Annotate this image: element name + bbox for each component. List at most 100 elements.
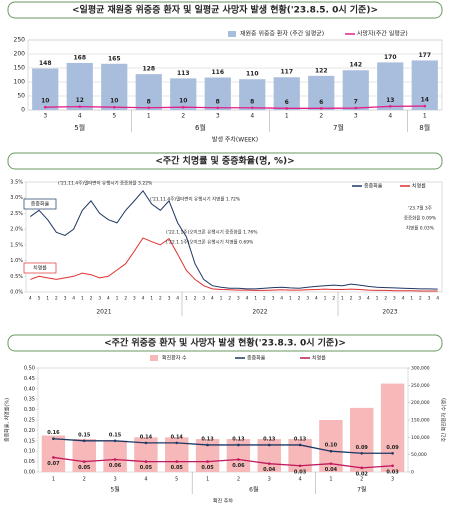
- x-tick-label: 2: [237, 477, 240, 483]
- bar: [134, 437, 158, 472]
- x-tick-label: 2: [83, 477, 86, 483]
- data-label: 170: [384, 54, 397, 61]
- data-label: 0.14: [171, 434, 184, 440]
- x-tick-label: 4: [436, 296, 439, 302]
- group-label: 7월: [357, 486, 366, 494]
- x-tick-label: 3: [43, 113, 47, 120]
- y-tick-label: 50: [17, 93, 25, 100]
- x-tick-label: 3: [216, 113, 220, 120]
- x-tick-label: 4: [211, 296, 214, 302]
- bar: [380, 383, 405, 472]
- x-tick-label: 1: [324, 296, 327, 302]
- bar: [319, 420, 343, 472]
- y-tick-label: 200: [14, 51, 26, 58]
- x-tick-label: 3: [202, 296, 205, 302]
- y-tick-label: 0.5%: [10, 274, 23, 280]
- x-tick-label: 3: [98, 296, 101, 302]
- x-tick-label: 3: [237, 296, 240, 302]
- x-tick-label: 1: [329, 477, 332, 483]
- x-tick-label: 4: [107, 296, 110, 302]
- x-tick-label: 5: [38, 296, 41, 302]
- data-label: 13: [386, 97, 394, 104]
- bar: [239, 79, 266, 110]
- bar: [165, 437, 189, 472]
- x-tick-label: 1: [220, 296, 223, 302]
- x-tick-label: 4: [250, 113, 254, 120]
- x-tick-label: 1: [116, 296, 119, 302]
- x-tick-label: 1: [289, 296, 292, 302]
- x-tick-label: 2: [360, 477, 363, 483]
- x-tick-label: 1: [46, 296, 49, 302]
- data-label: 0.03: [294, 469, 307, 475]
- annotation: 중증화율: [31, 202, 50, 208]
- bar: [226, 439, 251, 472]
- bar: [342, 70, 369, 110]
- y-tick-label: 0.00: [24, 470, 35, 476]
- y2-tick-label: 300,000: [411, 366, 430, 372]
- x-tick-label: 2: [350, 296, 353, 302]
- data-label: 0.09: [386, 445, 399, 451]
- data-label: 0.06: [109, 463, 122, 469]
- series-line: [53, 438, 393, 454]
- x-tick-label: 1: [376, 296, 379, 302]
- bar: [41, 435, 66, 472]
- data-label: 6: [285, 99, 289, 106]
- bar: [411, 60, 438, 110]
- data-label: 0.14: [140, 434, 153, 440]
- chart-title: <일평균 재원중 위중증 환자 및 일평균 사망자 발생 현황('23.8.5.…: [72, 4, 378, 16]
- x-tick-label: 1: [254, 296, 257, 302]
- annotation-box: [23, 198, 57, 210]
- x-tick-label: 2: [332, 296, 335, 302]
- legend-label: 사망자(주간 일평균): [357, 30, 408, 38]
- data-label: 165: [108, 55, 121, 62]
- data-label: 168: [73, 54, 86, 61]
- x-tick-label: 4: [367, 296, 370, 302]
- x-tick-label: 2: [319, 113, 323, 120]
- bar: [273, 77, 300, 110]
- x-tick-label: 2: [181, 113, 185, 120]
- series-line: [53, 456, 393, 469]
- group-label: 5월: [74, 123, 85, 132]
- bar: [350, 407, 374, 472]
- x-tick-label: 3: [354, 113, 358, 120]
- annotation: ('21.11.4주)델타변이 유행시기 치명률 1.72%: [150, 196, 241, 203]
- bar: [66, 62, 93, 110]
- x-tick-label: 2: [384, 296, 387, 302]
- data-label: 0.04: [325, 467, 338, 473]
- legend-label: 치명률: [312, 355, 326, 362]
- x-tick-label: 2: [263, 296, 266, 302]
- data-label: 0.05: [140, 465, 153, 471]
- data-label: 113: [177, 70, 190, 77]
- data-label: 0.16: [47, 430, 60, 436]
- series-line: [45, 105, 425, 109]
- x-tick-label: 2: [419, 296, 422, 302]
- data-label: 14: [421, 97, 429, 104]
- x-tick-label: 4: [246, 296, 249, 302]
- x-axis-title: 확진 주차: [213, 498, 233, 505]
- y-tick-label: 1.0%: [10, 258, 23, 264]
- bar: [204, 77, 231, 110]
- group-label: 2021: [96, 309, 111, 316]
- data-label: 0.05: [171, 465, 184, 471]
- y2-axis-title: 주간 확진환자 수(명): [441, 398, 448, 442]
- data-label: 0.13: [263, 436, 276, 442]
- data-label: 110: [246, 71, 259, 78]
- x-tick-label: 1: [150, 296, 153, 302]
- group-label: 7월: [333, 123, 344, 132]
- annotation: ('22.1.1주)오미크론 유행시기 중증화율 1.76%: [166, 229, 258, 236]
- x-tick-label: 1: [341, 296, 344, 302]
- x-tick-label: 1: [52, 477, 55, 483]
- bar: [32, 68, 59, 110]
- bar: [170, 78, 197, 110]
- bar: [101, 63, 128, 110]
- x-tick-label: 1: [285, 113, 289, 120]
- y-tick-label: 2.5%: [10, 211, 23, 217]
- annotation: 중증화율 0.09%: [404, 216, 437, 222]
- data-label: 128: [142, 66, 155, 73]
- x-tick-label: 4: [72, 296, 75, 302]
- data-label: 116: [211, 69, 224, 76]
- data-label: 10: [179, 98, 187, 105]
- data-label: 7: [354, 99, 358, 106]
- data-label: 10: [41, 98, 49, 105]
